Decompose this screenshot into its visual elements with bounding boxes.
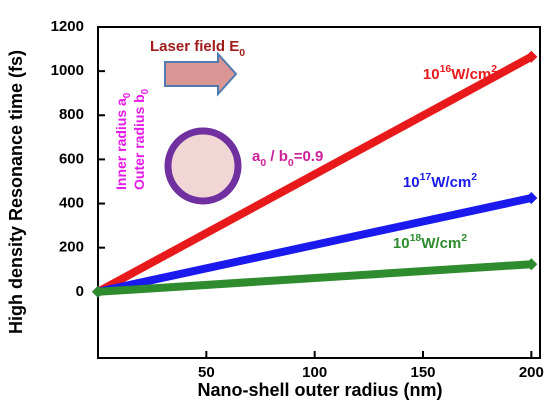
annotation-part: =0.9 [294,148,324,165]
chart: Nano-shell outer radius (nm) High densit… [0,0,548,402]
annotation: Laser field E0 [150,38,245,59]
annotation-part: 0 [239,47,245,59]
annotation-part: 2 [471,171,477,183]
annotation-part: / b [266,148,288,165]
annotation-part: 2 [461,232,467,244]
annotation-part: 16 [440,63,452,75]
annotation-part: 18 [410,232,422,244]
x-tick-label: 100 [302,364,327,381]
annotation-part: 2 [491,63,497,75]
y-tick-label: 1200 [51,18,84,35]
x-tick-label: 50 [198,364,215,381]
y-tick-label: 400 [59,195,84,212]
annotation-part: 10 [423,66,440,83]
annotation-part: 10 [393,235,410,252]
annotation-part: Laser field E [150,38,239,55]
annotation-part: W/cm [451,66,491,83]
y-axis-title: High density Resonance time (fs) [6,50,26,334]
x-axis-title: Nano-shell outer radius (nm) [197,380,442,400]
annotation: Outer radius b0 [131,88,151,190]
x-tick-label: 200 [519,364,544,381]
annotation-part: Inner radius a [113,98,129,190]
y-tick-label: 200 [59,239,84,256]
annotation-part: 10 [403,174,420,191]
annotation: a0 / b0=0.9 [252,148,323,169]
y-tick-label: 0 [76,283,84,300]
laser-arrow [165,54,236,94]
y-tick-label: 600 [59,150,84,167]
annotation-part: Outer radius b [131,94,147,190]
y-tick-label: 800 [59,106,84,123]
annotation: 1016W/cm2 [423,63,497,83]
annotation: 1018W/cm2 [393,232,467,252]
nano-shell [168,131,238,201]
annotation-part: W/cm [431,174,471,191]
annotation-part: W/cm [421,235,461,252]
annotation-part: 0 [140,88,151,94]
y-tick-label: 1000 [51,62,84,79]
annotation: 1017W/cm2 [403,171,477,191]
annotation-part: 17 [420,171,432,183]
x-tick-label: 150 [410,364,435,381]
